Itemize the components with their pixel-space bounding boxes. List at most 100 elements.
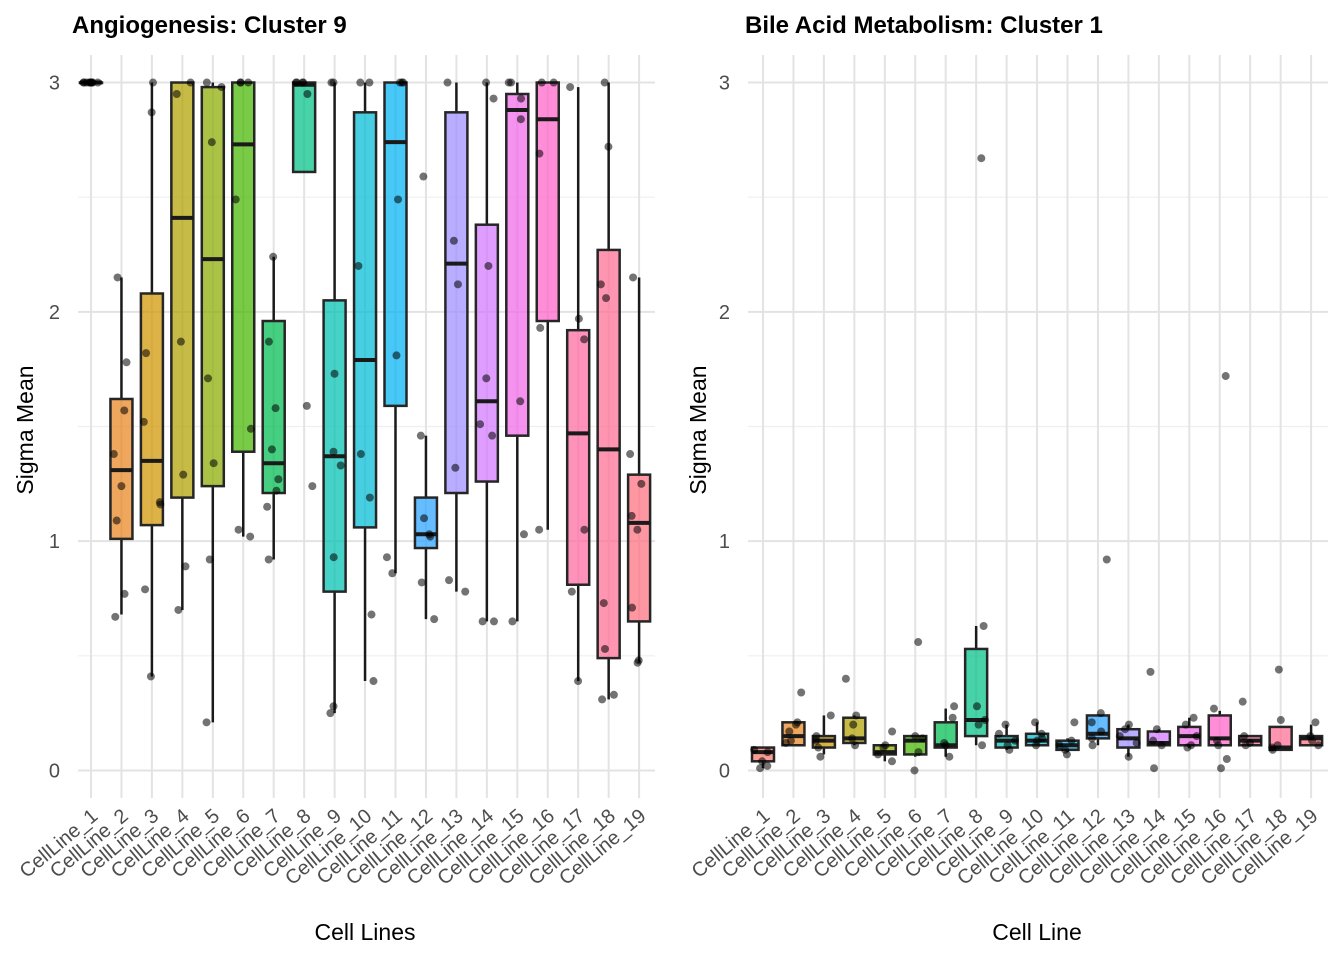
data-point — [1115, 732, 1124, 741]
data-point — [209, 459, 218, 468]
data-point — [117, 482, 126, 491]
data-point — [1189, 713, 1198, 722]
data-point — [369, 677, 378, 686]
data-point — [980, 716, 989, 725]
data-point — [567, 587, 576, 596]
data-point — [814, 743, 823, 752]
data-point — [202, 78, 211, 87]
data-point — [264, 555, 273, 564]
data-point — [417, 578, 426, 587]
data-point — [848, 734, 857, 743]
y-axis-ticks: 0 1 2 3 — [719, 73, 730, 783]
y-axis-title: Sigma Mean — [685, 365, 711, 494]
data-point — [1087, 734, 1096, 743]
box-CellLine_5 — [200, 82, 226, 723]
data-point — [781, 738, 790, 747]
data-point — [626, 450, 635, 459]
data-point — [461, 587, 470, 596]
data-point — [271, 404, 280, 413]
data-point — [308, 482, 317, 491]
data-point — [763, 761, 772, 770]
box-CellLine_6 — [231, 81, 256, 537]
data-point — [1221, 372, 1230, 381]
data-point — [516, 397, 525, 406]
data-point — [142, 349, 151, 358]
data-point — [156, 500, 165, 509]
data-point — [1011, 736, 1020, 745]
data-point — [246, 424, 255, 433]
data-point — [367, 610, 376, 619]
panel-title: Bile Acid Metabolism: Cluster 1 — [745, 12, 1103, 39]
data-point — [1311, 718, 1320, 727]
data-point — [633, 658, 642, 667]
data-point — [264, 337, 273, 346]
data-point — [79, 78, 88, 87]
data-point — [1121, 725, 1130, 734]
data-point — [302, 401, 311, 410]
data-point — [1087, 718, 1096, 727]
data-point — [426, 532, 435, 541]
data-point — [330, 369, 339, 378]
box-body — [413, 496, 439, 550]
data-point — [329, 553, 338, 562]
data-point — [977, 154, 986, 163]
data-point — [1088, 741, 1097, 750]
data-point — [535, 149, 544, 158]
data-point — [336, 461, 345, 470]
data-point — [519, 530, 528, 539]
data-point — [234, 525, 243, 534]
data-point — [430, 615, 439, 624]
data-point — [420, 514, 429, 523]
data-point — [354, 261, 363, 270]
data-point — [535, 525, 544, 534]
data-point — [1222, 755, 1231, 764]
data-point — [1183, 743, 1192, 752]
data-point — [482, 78, 491, 87]
y-tick-label: 0 — [719, 760, 730, 782]
data-point — [516, 115, 525, 124]
y-tick-label: 2 — [49, 302, 60, 324]
data-point — [994, 729, 1003, 738]
data-point — [580, 335, 589, 344]
data-point — [549, 78, 558, 87]
y-tick-label: 1 — [719, 531, 730, 553]
data-point — [451, 463, 460, 472]
data-point — [948, 713, 957, 722]
panel-bile-acid: Bile Acid Metabolism: Cluster 1 0 1 2 3 Cel… — [685, 12, 1328, 945]
data-point — [785, 727, 794, 736]
data-point — [231, 195, 240, 204]
data-point — [1152, 725, 1161, 734]
data-point — [537, 78, 546, 87]
x-axis-title: Cell Lines — [315, 919, 416, 945]
box-CellLine_19 — [626, 277, 652, 663]
data-point — [974, 720, 983, 729]
box-body — [626, 473, 652, 623]
data-point — [394, 195, 403, 204]
data-point — [1209, 704, 1218, 713]
data-point — [1102, 555, 1111, 564]
data-point — [244, 78, 253, 87]
box-CellLine_2 — [109, 277, 134, 615]
data-point — [750, 745, 759, 754]
box-CellLine_16 — [535, 81, 560, 530]
data-point — [873, 750, 882, 759]
box-body — [322, 299, 347, 593]
data-point — [272, 486, 281, 495]
data-point — [628, 603, 637, 612]
data-point — [797, 688, 806, 697]
data-point — [217, 83, 226, 92]
box-CellLine_14 — [474, 82, 500, 622]
box-CellLine_11 — [383, 81, 408, 574]
data-point — [488, 431, 497, 440]
box-body — [963, 647, 989, 738]
data-point — [207, 138, 216, 147]
data-point — [851, 741, 860, 750]
data-point — [918, 734, 927, 743]
data-point — [1276, 716, 1285, 725]
data-point — [139, 417, 148, 426]
data-point — [1005, 745, 1014, 754]
data-point — [269, 252, 278, 261]
data-point — [609, 690, 618, 699]
data-point — [489, 94, 498, 103]
